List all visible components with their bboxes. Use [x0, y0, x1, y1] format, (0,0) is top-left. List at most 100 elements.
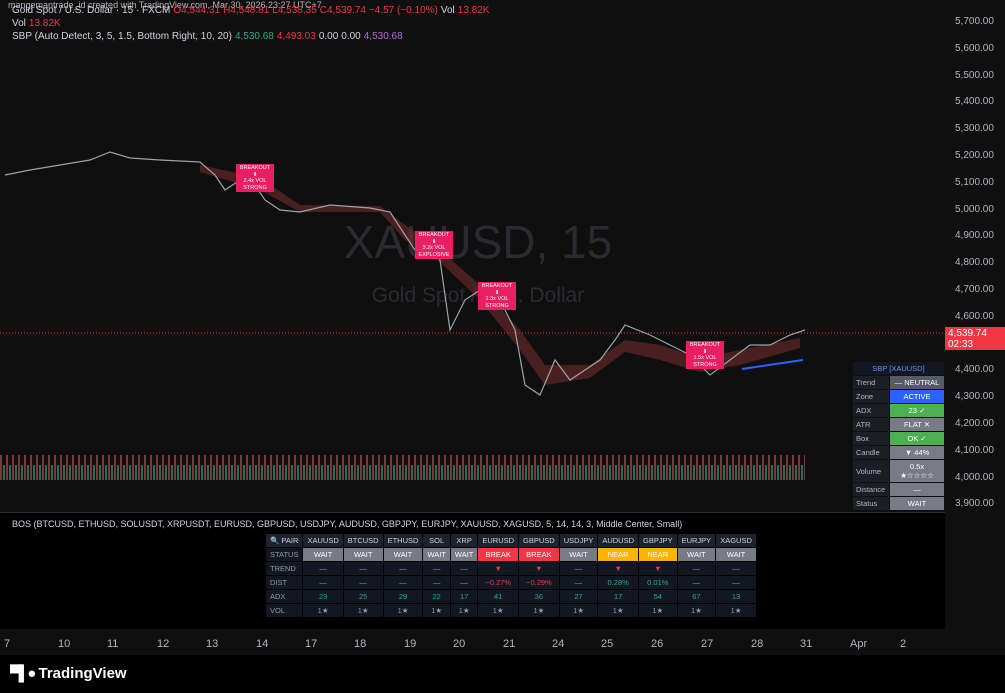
bos-cell: WAIT	[558, 547, 599, 562]
time-label: 12	[157, 638, 170, 650]
time-label: 21	[503, 638, 516, 650]
price-label: 5,100.00	[955, 176, 994, 188]
bos-cell: 67	[676, 589, 717, 604]
bos-cell: VOL	[264, 603, 304, 618]
brand-name: TradingView	[38, 665, 127, 682]
price-label: 5,300.00	[955, 123, 994, 135]
bos-cell: 0.01%	[638, 575, 678, 590]
breakout-label: BREAKOUT ⬇ 2.4x VOL STRONG	[236, 164, 274, 192]
price-label: 5,200.00	[955, 150, 994, 161]
price-label: 4,300.00	[955, 391, 994, 403]
breakout-line: BREAKOUT ⬇	[689, 342, 721, 355]
watermark-symbol: XAUUSD, 15	[344, 216, 612, 268]
bos-cell: —	[449, 575, 479, 590]
sbp-value: FLAT ✕	[889, 417, 945, 432]
vol: 13.82K	[457, 5, 490, 16]
bos-cell: ▼	[597, 561, 639, 576]
sbp-table: SBP [XAUUSD] Trend — NEUTRAL Zone ACTIVE ADX 2…	[852, 361, 945, 511]
bos-header: 🔍 PAIR	[264, 533, 304, 548]
bos-cell: WAIT	[342, 547, 384, 562]
sbp-value: 23 ✓	[889, 403, 945, 418]
bos-head: 🔍 PAIR XAUUSD BTCUSD ETHUSD SOL XRP EURUSD GBPU…	[264, 533, 757, 548]
indicator-value: 0.00	[318, 31, 339, 42]
bos-cell: —	[676, 575, 717, 590]
bos-cell: 1★	[382, 603, 424, 618]
time-label: 2	[900, 638, 907, 650]
bos-cell: —	[715, 575, 757, 590]
sbp-row: Distance —	[852, 482, 945, 497]
bos-header: AUDUSD	[597, 533, 639, 548]
sbp-key: Status	[852, 496, 890, 511]
bos-cell: WAIT	[302, 547, 344, 562]
time-label: 19	[404, 638, 417, 650]
bos-row: ADX 23 25 29 22 17 41 36 27 17 54 67 13	[264, 589, 757, 604]
vol-label: Vol	[12, 18, 26, 29]
bos-cell: —	[676, 561, 717, 576]
price-label: 4,400.00	[955, 364, 994, 376]
bos-cell: ▼	[477, 561, 520, 576]
sbp-value: —	[889, 482, 945, 497]
bos-row: TREND — — — — — ▼ ▼ — ▼ ▼ — —	[264, 561, 757, 576]
bos-cell: WAIT	[422, 547, 451, 562]
credit: mangemantrade_id created with TradingVie…	[8, 0, 322, 10]
bos-row: STATUS WAIT WAIT WAIT WAIT WAIT BREAK BREAK WAIT…	[264, 547, 757, 562]
bos-cell: 25	[342, 589, 384, 604]
bos-cell: 22	[422, 589, 451, 604]
sbp-value: — NEUTRAL	[889, 375, 945, 390]
bos-title: BOS (BTCUSD, ETHUSD, SOLUSDT, XRPUSDT, E…	[12, 519, 683, 529]
bos-cell: BREAK	[477, 547, 520, 562]
sbp-key: Volume	[852, 459, 890, 483]
change: −4.57 (−0.10%)	[368, 5, 438, 16]
sbp-key: Zone	[852, 389, 890, 404]
bos-cell: 17	[449, 589, 479, 604]
price-label: 4,600.00	[955, 310, 994, 322]
breakout-line: BREAKOUT ⬇	[239, 165, 271, 178]
breakout-line: 3.2x VOL	[422, 245, 446, 251]
indicator-value: 4,530.68	[234, 31, 274, 42]
bos-cell: 1★	[342, 603, 384, 618]
bos-cell: TREND	[264, 561, 304, 576]
bos-cell: —	[558, 561, 599, 576]
bos-cell: —	[422, 561, 451, 576]
price-label: 4,700.00	[955, 284, 994, 295]
time-label: 10	[58, 638, 71, 650]
time-label: 24	[552, 638, 565, 650]
price-label: 4,900.00	[955, 230, 994, 242]
bos-cell: −0.29%	[518, 575, 560, 590]
countdown: 02:33	[945, 339, 1005, 350]
bos-cell: —	[715, 561, 757, 576]
time-label: 14	[256, 638, 269, 650]
sbp-head: SBP [XAUUSD]	[852, 361, 945, 376]
bos-cell: —	[382, 575, 424, 590]
sbp-key: Candle	[852, 445, 890, 460]
bos-cell: —	[558, 575, 599, 590]
breakout-label: BREAKOUT ⬇ 3.2x VOL EXPLOSIVE	[415, 231, 453, 259]
bos-row: VOL 1★ 1★ 1★ 1★ 1★ 1★ 1★ 1★ 1★ 1★ 1★ 1★	[264, 603, 757, 618]
indicator-value: 0.00	[341, 31, 361, 42]
sbp-row: Box OK ✓	[852, 431, 945, 446]
bos-cell: 29	[382, 589, 424, 604]
time-label: 18	[354, 638, 367, 650]
bos-cell: —	[302, 561, 344, 576]
time-label: 28	[751, 638, 764, 650]
price-line	[4, 151, 806, 396]
bos-cell: STATUS	[264, 547, 304, 562]
breakout-line: STRONG	[243, 184, 267, 191]
bos-cell: 1★	[302, 603, 344, 618]
current-price: 4,539.74	[945, 327, 1005, 340]
bos-cell: —	[342, 561, 384, 576]
price-label: 4,000.00	[955, 471, 994, 483]
sbp-key: ATR	[852, 417, 890, 432]
bos-cell: —	[302, 575, 344, 590]
bos-header: SOL	[422, 533, 451, 548]
time-label: Apr	[850, 638, 868, 650]
bos-cell: 13	[715, 589, 757, 604]
time-label: 20	[453, 638, 466, 650]
breakout-line: STRONG	[693, 361, 717, 368]
time-label: 26	[651, 638, 664, 650]
bos-cell: ADX	[264, 589, 304, 604]
sbp-value: OK ✓	[889, 431, 945, 446]
bos-cell: WAIT	[382, 547, 424, 562]
sbp-row: Trend — NEUTRAL	[852, 375, 945, 390]
bos-cell: WAIT	[715, 547, 757, 562]
